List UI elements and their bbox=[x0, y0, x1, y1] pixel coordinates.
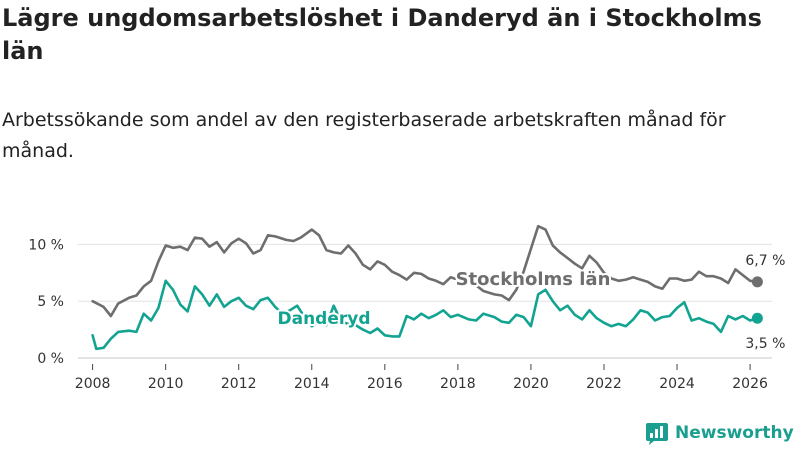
x-tick-label: 2022 bbox=[586, 376, 622, 392]
chart-title: Lägre ungdomsarbetslöshet i Danderyd än … bbox=[2, 4, 762, 65]
brand-name: Newsworthy bbox=[675, 423, 794, 443]
x-tick-label: 2016 bbox=[367, 376, 403, 392]
series-lines bbox=[91, 224, 763, 351]
x-tick-label: 2012 bbox=[221, 376, 257, 392]
series-labels: 6,7 % 3,5 % Stockholms län Danderyd bbox=[275, 253, 785, 352]
chart-subtitle: Arbetssökande som andel av den registerb… bbox=[2, 109, 726, 162]
x-axis: 2008 2010 2012 2014 2016 2018 2020 2022 2024 2026 bbox=[75, 364, 768, 392]
x-tick-label: 2014 bbox=[294, 376, 330, 392]
x-tick-label: 2020 bbox=[513, 376, 549, 392]
series-end-value: 6,7 % bbox=[745, 253, 785, 269]
series-end-point bbox=[751, 276, 763, 288]
y-tick-label: 10 % bbox=[28, 237, 64, 253]
x-tick-label: 2026 bbox=[732, 376, 768, 392]
y-tick-label: 5 % bbox=[37, 294, 64, 310]
brand-logo: Newsworthy bbox=[645, 420, 794, 446]
x-tick-label: 2018 bbox=[440, 376, 476, 392]
series-name-label: Danderyd bbox=[277, 309, 370, 329]
series-end-point bbox=[751, 312, 763, 324]
series-line-1 bbox=[91, 279, 759, 351]
x-tick-label: 2010 bbox=[148, 376, 184, 392]
x-tick-label: 2008 bbox=[75, 376, 111, 392]
y-tick-label: 0 % bbox=[37, 351, 64, 367]
grid-lines: 0 % 5 % 10 % bbox=[28, 237, 772, 367]
series-line-0 bbox=[91, 224, 759, 318]
bar-chart-icon bbox=[646, 423, 668, 445]
series-end-value: 3,5 % bbox=[745, 336, 785, 352]
x-tick-label: 2024 bbox=[659, 376, 695, 392]
series-name-label: Stockholms län bbox=[456, 269, 611, 290]
